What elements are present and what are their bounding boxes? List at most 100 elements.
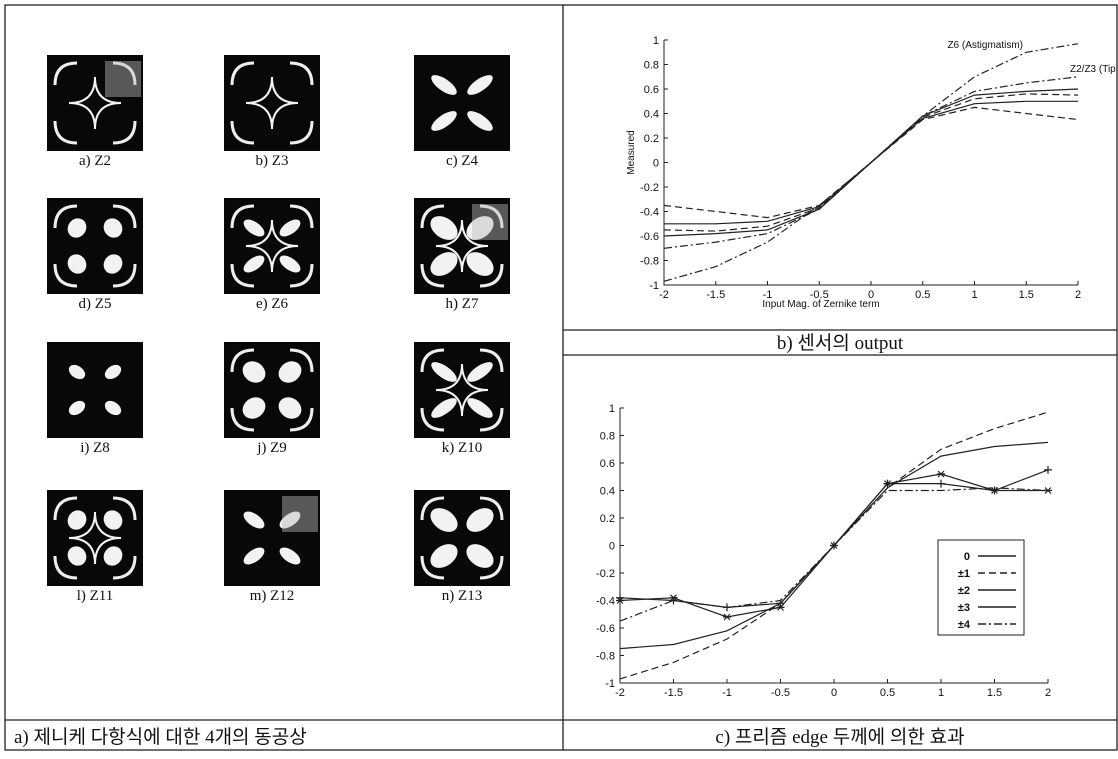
annotation: Z2/Z3 (Tip ti bbox=[1070, 64, 1118, 75]
image-bg bbox=[47, 55, 143, 151]
image-lobe bbox=[430, 544, 458, 568]
annotation: Z6 (Astigmatism) bbox=[947, 40, 1023, 51]
image-star bbox=[245, 219, 299, 273]
image-lobe bbox=[103, 218, 123, 238]
image-label: e) Z6 bbox=[256, 296, 289, 312]
x-tick-label: 0.5 bbox=[880, 687, 895, 699]
image-bg bbox=[224, 490, 320, 586]
image-label: b) Z3 bbox=[256, 153, 289, 169]
x-tick-label: -0.5 bbox=[810, 289, 829, 301]
image-bg bbox=[224, 55, 320, 151]
y-axis-label: Measured bbox=[626, 130, 637, 174]
x-tick-label: 2 bbox=[1045, 687, 1051, 699]
image-arc bbox=[53, 61, 137, 145]
image-lobe bbox=[279, 255, 301, 273]
y-tick-label: 0 bbox=[653, 158, 659, 170]
y-tick-label: 0.6 bbox=[644, 84, 659, 96]
image-lobe bbox=[67, 254, 87, 274]
image-lobe bbox=[467, 398, 493, 418]
legend-label: ±3 bbox=[958, 602, 970, 614]
x-axis-label: Input Mag. of Zernike term bbox=[762, 299, 879, 310]
image-lobe bbox=[431, 75, 457, 95]
image-label: a) Z2 bbox=[79, 153, 111, 169]
x-tick-label: 1.5 bbox=[1019, 289, 1034, 301]
caption: b) 센서의 output bbox=[777, 332, 904, 354]
image-lobe bbox=[243, 547, 265, 565]
image-lobe bbox=[430, 216, 458, 240]
x-tick-label: -1 bbox=[763, 289, 773, 301]
x-tick-label: 1 bbox=[938, 687, 944, 699]
image-bg bbox=[414, 342, 510, 438]
x-tick-label: 1 bbox=[971, 289, 977, 301]
image-label: j) Z9 bbox=[256, 440, 287, 456]
y-tick-label: 0.2 bbox=[600, 513, 615, 525]
series-marker bbox=[1044, 465, 1052, 474]
y-tick-label: 0.6 bbox=[600, 458, 615, 470]
image-lobe bbox=[242, 361, 266, 383]
legend-label: ±1 bbox=[958, 568, 970, 580]
image-bg bbox=[414, 55, 510, 151]
image-lobe bbox=[466, 216, 494, 240]
series-marker bbox=[723, 613, 731, 621]
image-lobe bbox=[466, 508, 494, 532]
image-lobe bbox=[243, 219, 265, 237]
legend-label: 0 bbox=[964, 551, 970, 563]
image-lobe bbox=[278, 397, 302, 419]
legend-label: ±2 bbox=[958, 585, 970, 597]
image-lobe bbox=[431, 111, 457, 131]
image-label: k) Z10 bbox=[442, 440, 482, 456]
image-label: d) Z5 bbox=[79, 296, 112, 312]
x-tick-label: -2 bbox=[659, 289, 669, 301]
chart: -1 -0.8 -0.6 -0.4 -0.2 0 0.2 0.4 0.6 0.8 1 -2 -1.5 -1… bbox=[626, 35, 1118, 310]
pupil-image bbox=[224, 198, 320, 294]
pupil-image bbox=[47, 490, 143, 586]
image-lobe bbox=[279, 511, 301, 529]
image-bg bbox=[414, 198, 510, 294]
pupil-image bbox=[224, 342, 320, 438]
caption: c) 프리즘 edge 두께에 의한 효과 bbox=[715, 726, 964, 748]
series-line bbox=[663, 93, 1079, 232]
image-bg bbox=[224, 342, 320, 438]
image-lobe bbox=[279, 219, 301, 237]
legend-label: ±4 bbox=[958, 619, 971, 631]
y-tick-label: 0.8 bbox=[644, 60, 659, 72]
legend-box bbox=[937, 539, 1025, 636]
x-tick-label: 2 bbox=[1075, 289, 1081, 301]
image-lobe bbox=[278, 361, 302, 383]
y-tick-label: 0.8 bbox=[600, 431, 615, 443]
x-tick-label: 1.5 bbox=[987, 687, 1002, 699]
x-tick-label: -1.5 bbox=[664, 687, 683, 699]
pupil-image bbox=[414, 55, 510, 151]
y-tick-label: 0 bbox=[609, 541, 615, 553]
x-tick-label: 0 bbox=[868, 289, 874, 301]
x-tick-label: 0.5 bbox=[915, 289, 930, 301]
x-tick-label: -1 bbox=[722, 687, 732, 699]
image-star bbox=[435, 363, 489, 417]
y-tick-label: -1 bbox=[605, 678, 615, 690]
image-lobe bbox=[104, 364, 122, 380]
image-lobe bbox=[67, 510, 87, 530]
series-marker bbox=[616, 597, 624, 604]
image-star bbox=[68, 511, 122, 565]
pupil-image bbox=[414, 198, 510, 294]
image-lobe bbox=[68, 400, 86, 416]
image-bg bbox=[47, 490, 143, 586]
image-lobe bbox=[467, 362, 493, 382]
image-arc bbox=[420, 204, 504, 288]
y-tick-label: 1 bbox=[609, 403, 615, 415]
image-lobe bbox=[467, 75, 493, 95]
pupil-image bbox=[47, 198, 143, 294]
image-lobe bbox=[466, 544, 494, 568]
image-label: l) Z11 bbox=[77, 588, 114, 604]
y-tick-label: -0.4 bbox=[596, 596, 615, 608]
image-lobe bbox=[243, 255, 265, 273]
image-lobe bbox=[67, 546, 87, 566]
image-lobe bbox=[243, 511, 265, 529]
image-label: i) Z8 bbox=[80, 440, 110, 456]
image-lobe bbox=[242, 397, 266, 419]
image-arc bbox=[230, 204, 314, 288]
image-label: n) Z13 bbox=[442, 588, 482, 604]
series-line bbox=[663, 76, 1079, 249]
series-marker bbox=[669, 594, 678, 602]
